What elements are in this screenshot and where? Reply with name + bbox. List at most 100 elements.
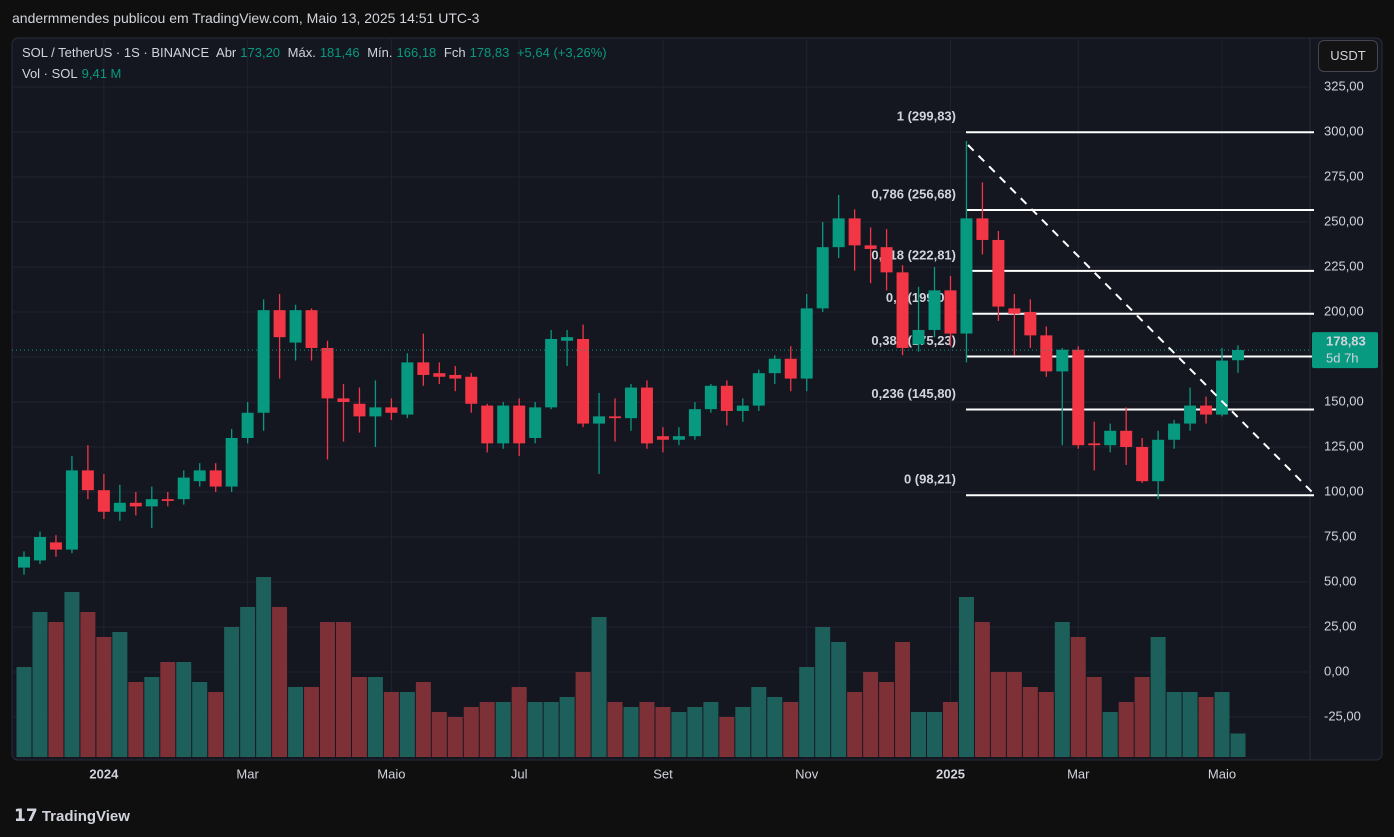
volume-bar [224,627,240,757]
y-tick-label: 125,00 [1324,438,1364,453]
candle-body [1008,308,1021,314]
candle-body [625,387,637,419]
candle-body [193,470,206,482]
candle-body [912,329,925,345]
volume-bar [415,682,431,757]
y-tick-label: 300,00 [1324,123,1364,138]
brand: 𝟭𝟳 TradingView [14,806,130,825]
candle-body [513,405,526,444]
symbol: SOL / TetherUS · 1S · BINANCE [22,45,210,60]
volume-bar [1150,637,1166,757]
y-tick-label: 200,00 [1324,303,1364,318]
volume-bar [112,632,128,757]
candle-body [81,470,94,491]
candle-body [960,218,973,334]
volume-bar [160,662,176,757]
volume-bar [958,597,974,757]
volume-bar [431,712,447,757]
candle-body [241,412,254,438]
x-tick-label: Maio [377,766,405,781]
candle-body [449,374,462,379]
candle-body [609,416,622,419]
candle-body [529,407,542,438]
value: 178,83 [469,45,510,60]
candle-body [1024,311,1037,336]
candle-body [497,405,510,444]
label: Abr [216,45,237,60]
currency-button[interactable]: USDT [1318,40,1378,72]
countdown: 5d 7h [1326,351,1359,366]
candle-body [49,542,62,550]
volume-bar [1086,677,1102,757]
candle-body [1104,430,1117,446]
volume-bar [320,622,335,757]
volume-bar [32,612,48,757]
value: 173,20 [240,45,281,60]
candle-body [321,347,334,399]
value: 9,41 M [81,66,122,81]
candle-body [800,308,813,379]
value: 166,18 [396,45,437,60]
candle-body [992,239,1005,307]
volume-bar [575,672,591,757]
volume-bar [495,702,511,757]
candle-body [593,416,606,424]
volume-bar [671,712,687,757]
candle-body [1152,439,1165,482]
candle-body [113,502,126,512]
fib-label: 1 (299,83) [897,109,956,124]
volume-bar [176,662,192,757]
fib-label: 0,236 (145,80) [871,386,956,401]
candle-body [177,477,190,500]
candle-body [417,362,430,375]
label: Mín. [367,45,393,60]
candle-body [1136,446,1149,482]
volume-bar [1118,702,1134,757]
candle-body [545,338,558,408]
candle-body [672,436,685,440]
volume-bar [272,607,288,757]
volume-bar [639,702,655,757]
chart-panel [11,37,1383,761]
candle-body [640,387,653,444]
volume-bar [527,702,543,757]
label: Fch [443,45,466,60]
volume-bar [288,687,304,757]
candle-body [848,218,861,246]
volume-bar [64,592,80,757]
volume-bar [399,692,415,757]
label: Vol · SOL [22,66,78,81]
volume-bar [783,702,799,757]
volume-bar [895,642,911,757]
volume-bar [735,707,751,757]
candle-body [129,502,142,507]
volume-bar [974,622,990,757]
y-tick-label: -25,00 [1324,708,1361,723]
volume-bar [703,702,719,757]
trend-line [967,144,1313,493]
candle-body [752,373,765,406]
volume-bar [1134,677,1150,757]
volume-bar [96,637,112,757]
candle-body [928,290,941,330]
candle-body [880,247,893,273]
y-tick-label: 50,00 [1324,573,1357,588]
candle-body [33,536,46,561]
y-tick-label: 0,00 [1324,663,1349,678]
volume-bar [1198,697,1214,757]
candle-body [369,407,382,417]
volume-bar [1182,692,1198,757]
volume-bar [799,667,815,757]
volume-bar [623,707,639,757]
candle-body [18,556,30,568]
x-tick-label: 2025 [936,766,965,781]
candle-body [864,245,877,249]
volume-bar [256,577,272,757]
volume-bar [687,707,703,757]
candle-body [257,310,270,413]
volume-bar [607,702,623,757]
candle-body [736,405,749,411]
y-tick-label: 25,00 [1324,618,1357,633]
volume-bar [1070,637,1086,757]
